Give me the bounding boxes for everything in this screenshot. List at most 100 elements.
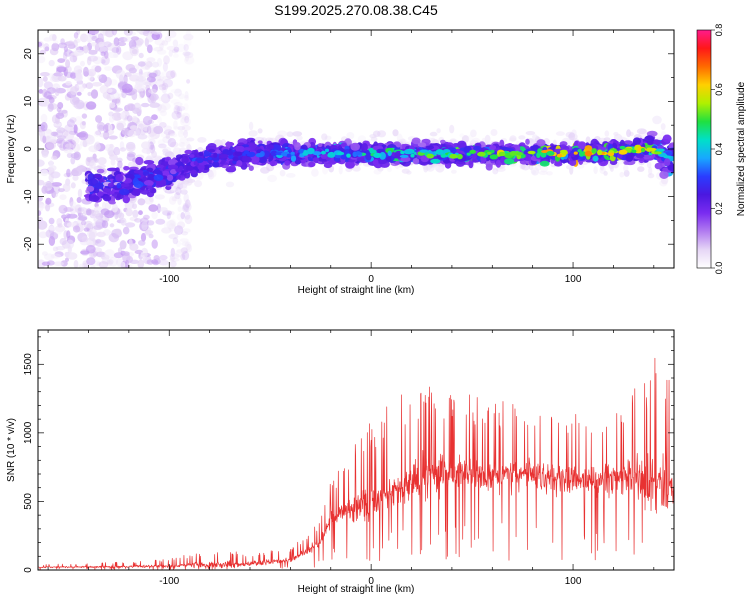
spectrogram-cell bbox=[154, 39, 166, 46]
spectrogram-cell bbox=[163, 221, 172, 230]
spectrogram-cell bbox=[38, 220, 48, 230]
spectrogram-x-tick-label: -100 bbox=[159, 274, 179, 285]
spectrogram-cell bbox=[396, 133, 403, 143]
spectrogram-cell bbox=[52, 34, 57, 42]
spectrogram-cell bbox=[284, 160, 291, 166]
spectrogram-cell bbox=[180, 253, 186, 261]
spectrogram-cell bbox=[176, 111, 182, 119]
spectrogram-cell bbox=[70, 72, 77, 79]
spectrogram-cell bbox=[184, 94, 190, 101]
spectrogram-cell bbox=[248, 130, 258, 137]
spectrogram-cell bbox=[116, 182, 122, 189]
spectrogram-cell bbox=[168, 223, 176, 232]
spectrogram-cell bbox=[76, 86, 85, 93]
snr-y-ticks: 0 500 1000 1500 bbox=[23, 336, 674, 573]
spectrogram-cell bbox=[131, 91, 138, 101]
spectrogram-cell bbox=[38, 41, 43, 47]
spectrogram-cell bbox=[385, 156, 392, 162]
spectrogram-cell bbox=[312, 151, 322, 156]
spectrogram-cell bbox=[555, 131, 565, 136]
spectrogram-cell bbox=[423, 164, 429, 173]
spectrogram-cell bbox=[532, 134, 538, 139]
spectrogram-cell bbox=[248, 165, 254, 171]
spectrogram-cell bbox=[75, 69, 82, 80]
spectrogram-cell bbox=[185, 165, 194, 171]
spectrogram-cell bbox=[385, 147, 394, 154]
spectrogram-cell bbox=[121, 83, 133, 94]
spectrogram-cell bbox=[180, 114, 187, 124]
snr-y-tick-label: 1500 bbox=[23, 353, 34, 376]
spectrogram-cell bbox=[69, 117, 77, 123]
spectrogram-cell bbox=[355, 151, 361, 156]
spectrogram-x-tick-label: 0 bbox=[368, 274, 374, 285]
spectrogram-cell bbox=[484, 134, 491, 144]
spectrogram-cell bbox=[646, 161, 652, 169]
spectrogram-cell bbox=[457, 153, 463, 160]
spectrogram-cell bbox=[619, 171, 625, 178]
spectrogram-cell bbox=[162, 62, 168, 72]
spectrogram-cell bbox=[65, 59, 71, 69]
spectrogram-cell bbox=[115, 150, 121, 155]
spectrogram-cell bbox=[148, 138, 156, 145]
spectrogram-cell bbox=[417, 142, 427, 148]
spectrogram-cell bbox=[148, 88, 158, 94]
colorbar-tick-label: 0.0 bbox=[714, 262, 724, 275]
spectrogram-cell bbox=[173, 126, 180, 131]
spectrogram-cell bbox=[636, 153, 645, 159]
spectrogram-cell bbox=[132, 203, 137, 210]
spectrogram-cell bbox=[654, 162, 663, 170]
spectrogram-cell bbox=[170, 221, 177, 227]
spectrogram-cell bbox=[80, 33, 88, 43]
spectrogram-cell bbox=[63, 207, 74, 212]
spectrogram-cell bbox=[538, 170, 548, 175]
spectrogram-cell bbox=[181, 241, 190, 246]
spectrogram-cell bbox=[290, 151, 295, 155]
spectrogram-cell bbox=[153, 168, 161, 175]
spectrogram-cell bbox=[144, 37, 149, 47]
spectrogram-cell bbox=[43, 43, 50, 51]
spectrogram-cell bbox=[95, 115, 103, 123]
spectrogram-cell bbox=[140, 92, 145, 99]
spectrogram-cell bbox=[123, 251, 130, 257]
spectrogram-cell bbox=[425, 145, 435, 150]
spectrogram-cell bbox=[102, 201, 107, 211]
snr-x-tick-label: 100 bbox=[565, 576, 582, 587]
spectrogram-cell bbox=[123, 166, 130, 171]
spectrogram-cell bbox=[232, 156, 239, 162]
spectrogram-cell bbox=[270, 150, 278, 157]
spectrogram-cell bbox=[657, 145, 664, 150]
spectrogram-cell bbox=[57, 102, 64, 109]
spectrogram-cell bbox=[96, 231, 106, 238]
spectrogram-cell bbox=[312, 157, 320, 163]
spectrogram-cell bbox=[324, 135, 332, 141]
spectrogram-cell bbox=[149, 102, 161, 108]
spectrogram-cell bbox=[98, 124, 104, 130]
spectrogram-cell bbox=[173, 120, 178, 130]
spectrogram-cell bbox=[659, 170, 669, 179]
spectrogram-cell bbox=[184, 51, 190, 62]
spectrogram-cell bbox=[87, 228, 98, 239]
spectrogram-cell bbox=[554, 160, 562, 166]
spectrogram-cell bbox=[198, 151, 204, 156]
spectrogram-cell bbox=[177, 206, 183, 213]
spectrogram-cell bbox=[45, 141, 57, 150]
spectrogram-cell bbox=[113, 53, 119, 58]
spectrogram-cell bbox=[661, 131, 666, 137]
spectrogram-cell bbox=[93, 225, 103, 230]
spectrogram-cell bbox=[311, 168, 319, 177]
spectrogram-cell bbox=[161, 82, 169, 90]
spectrogram-cell bbox=[53, 40, 59, 45]
spectrogram-cell bbox=[109, 223, 115, 228]
spectrogram-cell bbox=[57, 188, 65, 193]
spectrogram-cell bbox=[73, 32, 79, 39]
spectrogram-cell bbox=[137, 259, 145, 268]
spectrogram-cell bbox=[516, 151, 523, 156]
spectrogram-cell bbox=[290, 155, 297, 162]
spectrogram-cell bbox=[185, 140, 191, 150]
spectrogram-y-tick-label: 0 bbox=[23, 146, 34, 152]
spectrogram-cell bbox=[151, 211, 158, 220]
spectrogram-cell bbox=[183, 33, 194, 41]
spectrogram-cell bbox=[195, 157, 204, 164]
spectrogram-cell bbox=[129, 216, 138, 221]
